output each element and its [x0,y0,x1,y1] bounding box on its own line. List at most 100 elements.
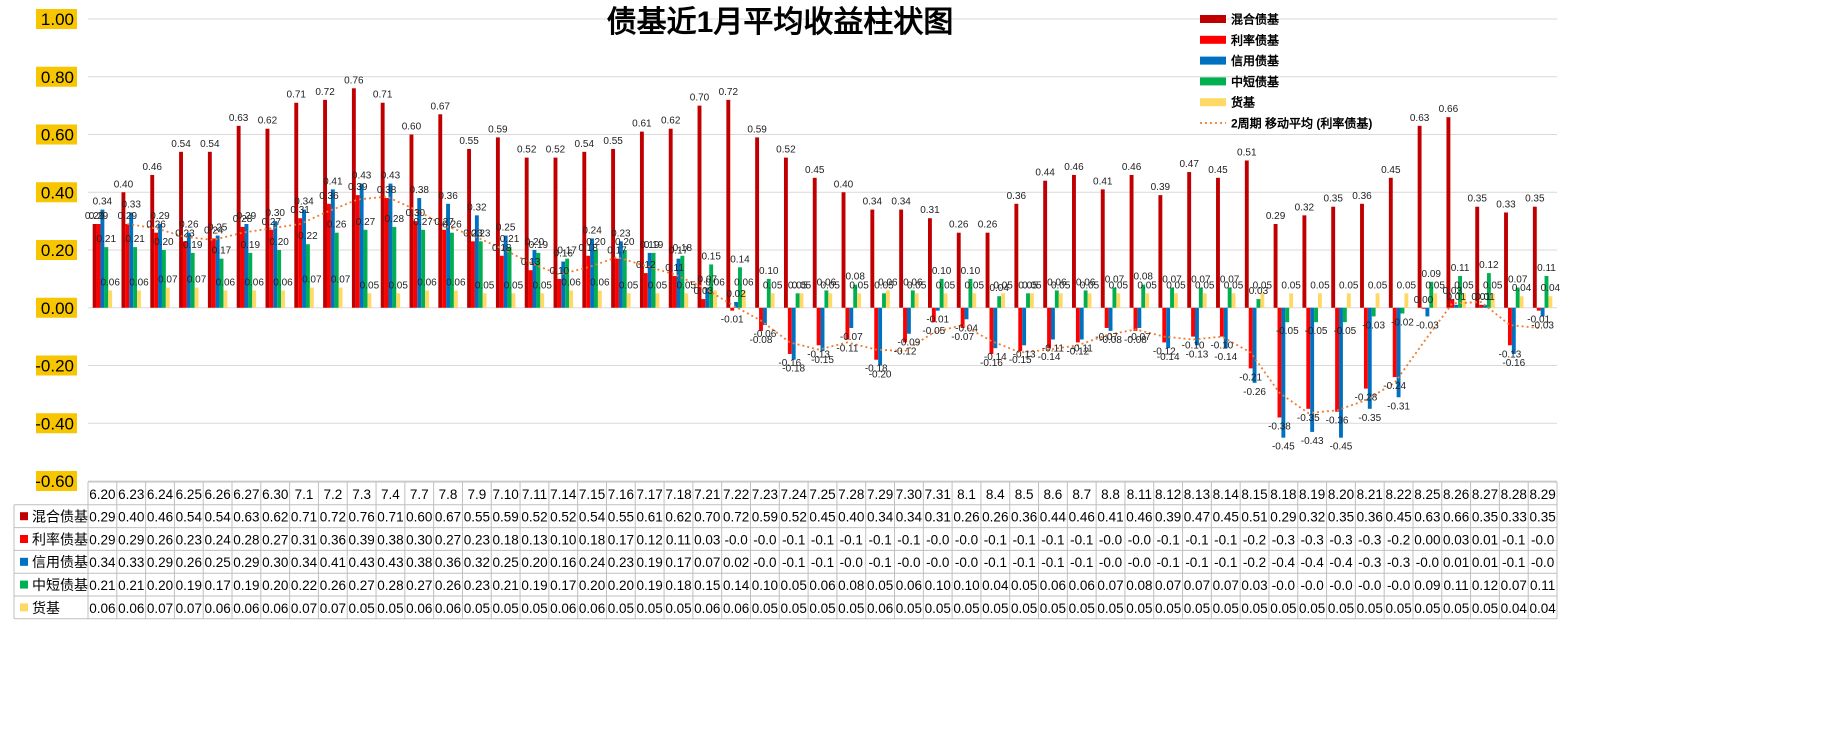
bar [1335,307,1340,412]
table-cell: 0.07 [694,555,720,570]
table-cell: 0.06 [579,601,605,616]
table-cell: 0.52 [550,510,576,525]
bar [1536,307,1541,311]
data-label: 0.38 [377,185,397,196]
bar [388,183,393,308]
table-cell: -0.1 [782,555,805,570]
table-cell: 0.35 [1328,510,1354,525]
table-cell: -0.0 [1099,532,1122,547]
bar [129,212,134,308]
data-label: 0.05 [874,280,894,291]
bar [1544,275,1549,308]
data-label: 0.51 [1237,147,1257,158]
bar [100,209,105,308]
data-label: 0.05 [360,280,380,291]
bar [1454,304,1459,308]
table-cell: 0.12 [637,532,663,547]
x-tick-label: 6.24 [147,487,174,502]
table-cell: 0.21 [493,578,519,593]
table-cell: 0.05 [896,601,922,616]
bar [1273,224,1278,308]
data-label: 0.26 [442,220,462,231]
bar [943,293,948,308]
bar [1363,307,1368,389]
bar [1281,307,1286,438]
bar [845,307,850,340]
data-label: -0.03 [1362,320,1385,331]
table-cell: 0.05 [1155,601,1181,616]
table-cell: 0.70 [694,510,720,525]
data-label: 0.36 [1007,191,1027,202]
data-label: -0.12 [894,346,917,357]
data-label: -0.26 [1243,387,1266,398]
table-cell: 0.54 [204,510,231,525]
table-cell: -0.0 [955,555,978,570]
table-cell: -0.2 [1387,532,1410,547]
data-label: -0.28 [1354,393,1377,404]
legend-swatch [1200,15,1226,23]
data-label: -0.18 [782,364,805,375]
table-cell: 0.62 [665,510,691,525]
table-cell: -0.3 [1387,555,1410,570]
bar [672,275,677,308]
data-label: 0.24 [582,225,602,236]
table-cell: 0.29 [1270,510,1296,525]
bar [511,293,516,308]
table-cell: 0.01 [1472,555,1498,570]
bar [1277,307,1282,418]
data-label: 0.31 [290,205,310,216]
data-label: -0.02 [1391,318,1414,329]
table-cell: 0.26 [953,510,979,525]
table-cell: 0.07 [1155,578,1181,593]
chart-title: 债基近1月平均收益柱状图 [607,6,954,39]
data-label: 0.27 [434,217,454,228]
bar [590,238,595,308]
data-label: 0.29 [118,211,138,222]
data-label: -0.12 [1066,346,1089,357]
bar [524,157,529,308]
bar [186,232,191,308]
data-label: 0.20 [615,237,635,248]
table-cell: 0.10 [550,532,576,547]
bar [1360,203,1364,308]
data-label: 0.55 [603,136,623,147]
data-label: 0.30 [406,208,426,219]
table-cell: -0.0 [1272,578,1295,593]
bar [223,290,228,308]
data-label: 0.08 [845,272,865,283]
data-label: 0.45 [805,165,825,176]
data-label: -0.11 [1071,344,1093,355]
x-tick-label: 6.27 [233,487,259,502]
data-label: 0.29 [150,211,170,222]
y-tick-label: 0.20 [41,241,74,260]
bar [359,183,364,308]
y-tick-bg [36,124,77,145]
data-label: 0.09 [1422,269,1442,280]
data-label: -0.09 [898,338,921,349]
bar [655,293,660,308]
legend-swatch [1200,56,1226,65]
table-cell: 0.63 [233,510,259,525]
bar [1392,307,1397,378]
data-label: 0.07 [1220,275,1240,286]
data-label: 0.03 [1443,286,1463,297]
bar [1367,307,1372,409]
table-cell: 0.05 [1040,601,1066,616]
data-label: -0.03 [1531,320,1554,331]
x-tick-label: 8.28 [1501,487,1527,502]
data-label: 0.71 [373,90,393,101]
table-cell: 0.31 [925,510,951,525]
bar [1548,296,1553,308]
data-label: 0.05 [936,280,956,291]
bar [939,278,944,308]
data-label: 0.06 [446,277,466,288]
table-cell: 0.63 [1414,510,1440,525]
table-cell: -0.0 [724,532,747,547]
table-cell: 0.05 [925,601,951,616]
bar [1001,293,1006,308]
bar [1108,307,1113,331]
data-label: 0.20 [154,237,174,248]
bar [503,235,508,308]
data-label: 0.27 [262,217,282,228]
bar [165,287,170,308]
